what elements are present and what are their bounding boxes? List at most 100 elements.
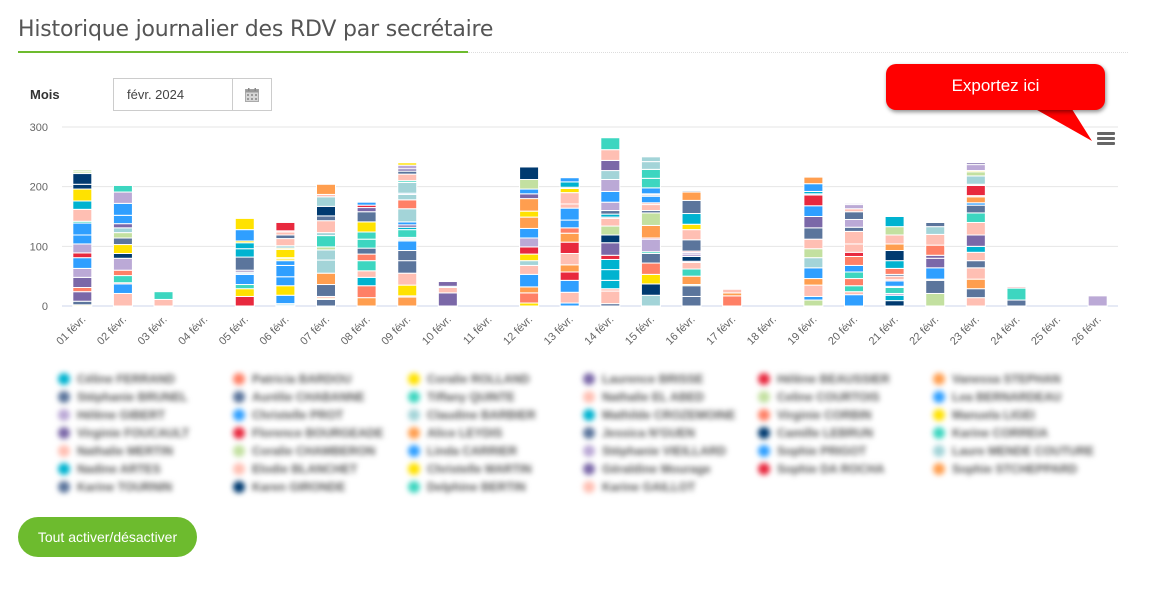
legend-item[interactable]: Sophie STCHEPPARD bbox=[933, 460, 1077, 478]
legend-item[interactable]: Jessica N'GUEN bbox=[583, 424, 695, 442]
legend-item[interactable]: Laure MENDE COUTURE bbox=[933, 442, 1094, 460]
bar-segment bbox=[600, 137, 621, 151]
bar-segment bbox=[803, 216, 824, 229]
stacked-bar-chart: 0 100 200 300 01 févr. 02 févr. 03 févr. 04 fév… bbox=[30, 122, 1118, 348]
bar-segment bbox=[559, 219, 580, 229]
legend-item[interactable]: Nadine ARTES bbox=[58, 460, 161, 478]
bar-segment bbox=[112, 232, 133, 239]
bar-segment bbox=[965, 162, 986, 166]
legend-item[interactable]: Karine CORREIA bbox=[933, 424, 1048, 442]
legend-item[interactable]: Florence BOURGEADE bbox=[233, 424, 383, 442]
legend-item[interactable]: Alice LEYDIS bbox=[408, 424, 502, 442]
bar-segment bbox=[925, 292, 946, 307]
bar-segment bbox=[803, 176, 824, 185]
legend-item[interactable]: Christelle MARTIN bbox=[408, 460, 532, 478]
legend-item[interactable]: Laurence BRISSE bbox=[583, 370, 703, 388]
title-underline bbox=[18, 51, 468, 53]
bar-segment bbox=[803, 227, 824, 240]
legend-item[interactable]: Aurélie CHABANNE bbox=[233, 388, 365, 406]
legend-item[interactable]: Claudine BARBIER bbox=[408, 406, 536, 424]
bar-segment bbox=[803, 194, 824, 207]
legend-item[interactable]: Hélène BEAUSSIER bbox=[758, 370, 890, 388]
legend-item[interactable]: Nathalie EL ABED bbox=[583, 388, 704, 406]
legend-item[interactable]: Virginie CORBIN bbox=[758, 406, 871, 424]
legend-symbol bbox=[758, 427, 770, 439]
bar-segment bbox=[72, 276, 93, 289]
legend-label: Elodie BLANCHET bbox=[252, 462, 358, 476]
legend-label: Stéphanie VIEILLARD bbox=[602, 444, 727, 458]
bar-segment bbox=[600, 234, 621, 244]
legend-item[interactable]: Mathilde CROZEMOINE bbox=[583, 406, 735, 424]
legend-label: Jessica N'GUEN bbox=[602, 426, 695, 440]
legend-label: Virginie FOUCAULT bbox=[77, 426, 190, 440]
x-tick-label: 08 févr. bbox=[339, 314, 373, 348]
legend-symbol bbox=[583, 409, 595, 421]
legend-label: Christelle PROT bbox=[252, 408, 344, 422]
bar-segment bbox=[234, 295, 255, 307]
legend-item[interactable]: Tiffany QUINTE bbox=[408, 388, 515, 406]
toggle-all-button[interactable]: Tout activer/désactiver bbox=[18, 517, 197, 557]
bar-segment bbox=[275, 294, 296, 305]
bar-segment bbox=[112, 292, 133, 307]
legend-item[interactable]: Delphine BERTIN bbox=[408, 478, 526, 496]
bar-segment bbox=[72, 173, 93, 185]
calendar-button[interactable] bbox=[232, 78, 272, 111]
legend-item[interactable]: Virginie FOUCAULT bbox=[58, 424, 189, 442]
hamburger-menu-icon bbox=[1096, 132, 1116, 145]
legend-item[interactable]: Sophie DA ROCHA bbox=[758, 460, 885, 478]
bar-segment bbox=[965, 164, 986, 172]
legend-item[interactable]: Elodie BLANCHET bbox=[233, 460, 357, 478]
bar-segment bbox=[316, 259, 336, 274]
bar-segment bbox=[640, 177, 661, 189]
bar-segment bbox=[234, 217, 255, 231]
legend-item[interactable]: Coralie ROLLAND bbox=[408, 370, 530, 388]
legend-item[interactable]: Manuela LIGEI bbox=[933, 406, 1035, 424]
bar-segment bbox=[884, 294, 905, 302]
legend-item[interactable]: Coralie CHAMBERON bbox=[233, 442, 375, 460]
legend-item[interactable]: Céline FERRAND bbox=[58, 370, 175, 388]
legend-item[interactable]: Vanessa STEPHAN bbox=[933, 370, 1061, 388]
bar-segment bbox=[844, 264, 864, 273]
export-menu-button[interactable] bbox=[1096, 130, 1116, 148]
bar-segment bbox=[112, 244, 133, 254]
legend-item[interactable]: Camille LEBRUN bbox=[758, 424, 873, 442]
bar-segment bbox=[437, 287, 458, 294]
legend-item[interactable]: Karine GAILLOT bbox=[583, 478, 695, 496]
legend-item[interactable]: Christelle PROT bbox=[233, 406, 343, 424]
x-tick-label: 26 févr. bbox=[1070, 314, 1104, 348]
legend-item[interactable]: Karine TOURNIN bbox=[58, 478, 172, 496]
bar-segment bbox=[722, 288, 743, 294]
bar-segment bbox=[316, 215, 336, 222]
legend-item[interactable]: Linda CARRIER bbox=[408, 442, 517, 460]
x-tick-label: 03 févr. bbox=[136, 314, 170, 348]
bar-segment bbox=[803, 238, 824, 250]
legend-item[interactable]: Karen GIRONDE bbox=[233, 478, 345, 496]
bar-segment bbox=[234, 229, 255, 242]
bar-segment bbox=[559, 207, 580, 221]
legend-label: Alice LEYDIS bbox=[427, 426, 503, 440]
legend-item[interactable]: Sophie PRIGOT bbox=[758, 442, 866, 460]
legend-item[interactable]: Celine COURTOIS bbox=[758, 388, 879, 406]
bar-segment bbox=[965, 251, 986, 262]
bar-segment bbox=[356, 285, 377, 299]
legend-item[interactable]: Stéphanie BRUNEL bbox=[58, 388, 188, 406]
bar-segment bbox=[72, 183, 93, 190]
bar-segment bbox=[965, 221, 986, 236]
legend-symbol bbox=[408, 427, 420, 439]
bar-segment bbox=[844, 294, 864, 307]
legend-item[interactable]: Stéphanie VIEILLARD bbox=[583, 442, 726, 460]
bar-segment bbox=[559, 241, 580, 254]
legend-label: Florence BOURGEADE bbox=[252, 426, 384, 440]
bar-segment bbox=[600, 190, 621, 203]
bar-segment bbox=[397, 208, 418, 223]
bar-segment bbox=[722, 295, 743, 307]
legend-item[interactable]: Hélène GIBERT bbox=[58, 406, 165, 424]
legend-item[interactable]: Nathalie MERTIN bbox=[58, 442, 173, 460]
legend-item[interactable]: Patricia BARDOU bbox=[233, 370, 351, 388]
x-tick-label: 14 févr. bbox=[582, 314, 616, 348]
legend-item[interactable]: Lea BERNARDEAU bbox=[933, 388, 1061, 406]
bar-segment bbox=[519, 198, 540, 212]
legend-item[interactable]: Géraldine Mourage bbox=[583, 460, 711, 478]
bar-segment bbox=[681, 295, 702, 307]
export-callout: Exportez ici bbox=[886, 64, 1105, 110]
